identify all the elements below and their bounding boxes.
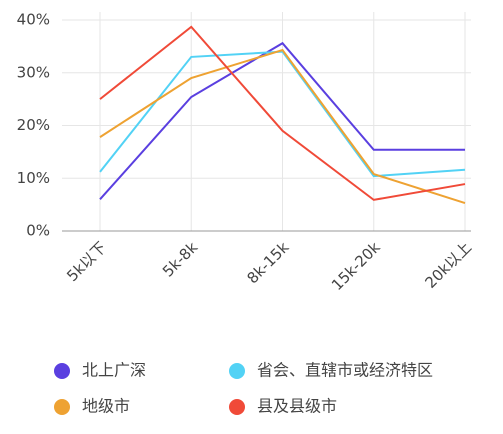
y-tick-label: 30% (17, 63, 50, 81)
series-line (99, 48, 466, 204)
x-tick-label: 8k-15k (243, 238, 292, 287)
legend-marker (54, 399, 70, 415)
x-tick-label: 20k以上 (421, 238, 475, 292)
series-line (99, 41, 465, 201)
series-line (99, 25, 466, 201)
x-tick-label: 15k-20k (328, 238, 384, 294)
legend-label: 北上广深 (82, 361, 146, 380)
x-tick-label: 5k-8k (159, 238, 202, 281)
y-tick-label: 40% (17, 11, 50, 29)
legend-label: 省会、直辖市或经济特区 (257, 361, 433, 380)
legend-marker (229, 399, 245, 415)
legend-marker (54, 363, 70, 379)
legend-label: 县及县级市 (257, 397, 337, 416)
y-tick-label: 0% (26, 222, 50, 240)
y-tick-label: 10% (17, 169, 50, 187)
legend-marker (229, 363, 245, 379)
x-tick-label: 5k以下 (63, 238, 110, 285)
legend-label: 地级市 (82, 397, 130, 416)
y-tick-label: 20% (17, 116, 50, 134)
